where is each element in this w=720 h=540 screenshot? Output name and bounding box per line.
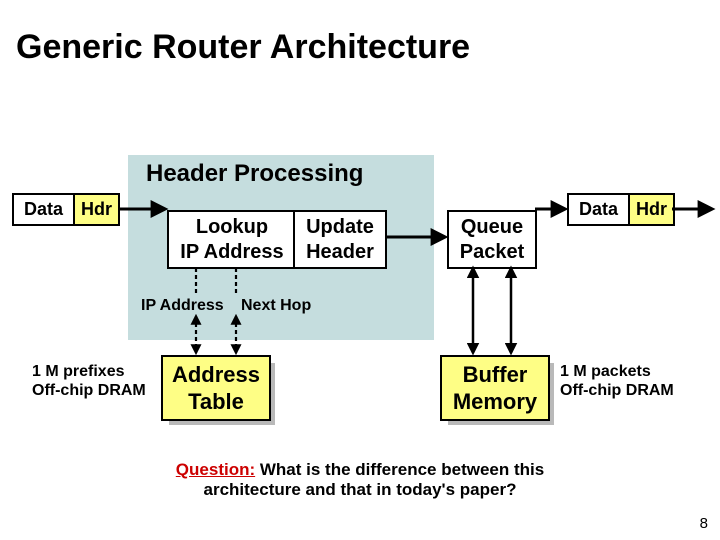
question-body: What is the difference between this arch…: [204, 460, 545, 499]
packet-out-data: Data: [569, 195, 630, 224]
packet-out-hdr: Hdr: [630, 195, 673, 224]
address-table: Address Table: [161, 355, 271, 421]
question-prefix: Question:: [176, 460, 255, 479]
stage-update: Update Header: [293, 210, 387, 269]
stage-queue: Queue Packet: [447, 210, 537, 269]
header-processing-label: Header Processing: [146, 160, 363, 188]
packet-out: Data Hdr: [567, 193, 675, 226]
buffer-memory: Buffer Memory: [440, 355, 550, 421]
packet-in-data: Data: [14, 195, 75, 224]
annotation-left: 1 M prefixes Off-chip DRAM: [32, 362, 146, 400]
packet-in: Data Hdr: [12, 193, 120, 226]
question-text: Question: What is the difference between…: [0, 460, 720, 500]
stage-lookup: Lookup IP Address: [167, 210, 297, 269]
label-next-hop: Next Hop: [241, 297, 311, 315]
label-ip-address: IP Address: [141, 297, 224, 315]
annotation-right: 1 M packets Off-chip DRAM: [560, 362, 674, 400]
packet-in-hdr: Hdr: [75, 195, 118, 224]
page-title: Generic Router Architecture: [16, 28, 470, 67]
page-number: 8: [700, 515, 708, 532]
